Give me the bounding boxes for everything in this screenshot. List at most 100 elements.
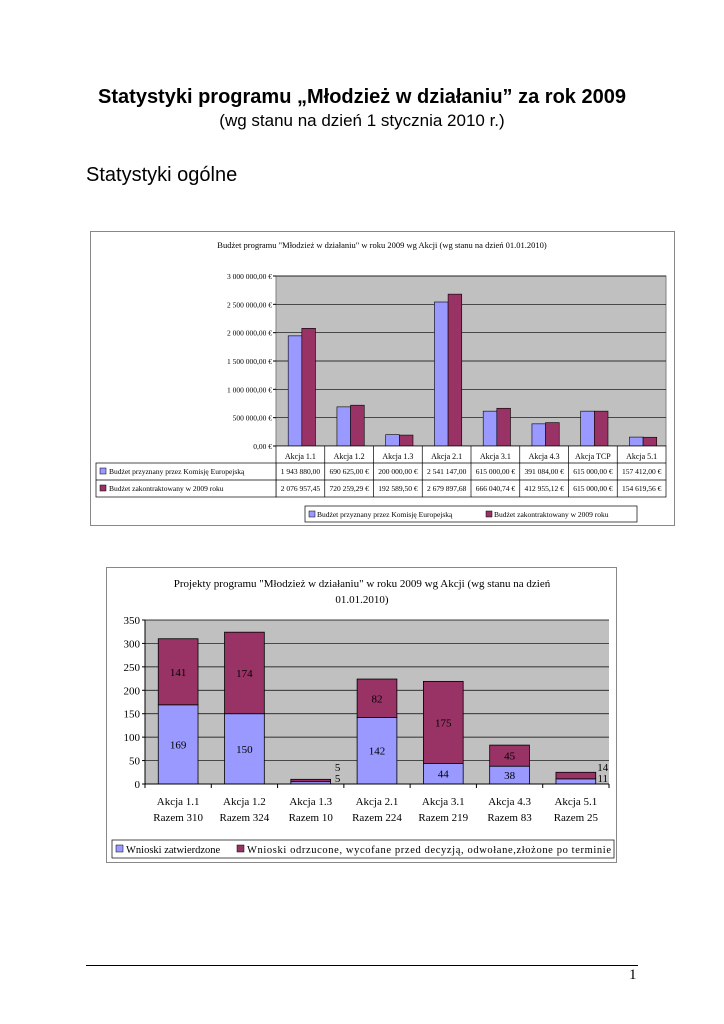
category-label: Razem 25 [554, 812, 599, 824]
data-label: 169 [170, 739, 187, 751]
legend [304, 505, 638, 523]
table-cell: 391 084,00 € [524, 467, 564, 476]
table-cell: 690 625,00 € [329, 467, 369, 476]
data-label: 44 [438, 769, 450, 781]
bar-segment [157, 638, 199, 706]
table-cell: 615 000,00 € [573, 467, 613, 476]
y-tick-label: 1 000 000,00 € [227, 385, 272, 394]
category-label: Akcja 1.1 [285, 452, 316, 461]
table-series-label: Budżet przyznany przez Komisję Europejsk… [109, 467, 245, 476]
section-heading: Statystyki ogólne [86, 164, 238, 186]
table-cell: 154 619,56 € [622, 484, 662, 493]
data-label: 174 [236, 668, 253, 680]
category-label: Akcja 1.3 [289, 796, 332, 808]
category-label: Akcja 5.1 [626, 452, 657, 461]
data-label: 45 [504, 751, 516, 763]
category-label: Akcja 1.2 [223, 796, 266, 808]
y-tick-label: 500 000,00 € [233, 414, 273, 423]
category-label: Razem 219 [418, 812, 468, 824]
category-label: Akcja 2.1 [431, 452, 462, 461]
table-cell: 666 040,74 € [476, 484, 516, 493]
category-label: Akcja 3.1 [480, 452, 511, 461]
data-label: 175 [435, 717, 452, 729]
legend-label: Wnioski odrzucone, wycofane przed decyzj… [247, 845, 611, 856]
y-tick-label: 0,00 € [253, 442, 272, 451]
data-label: 5 [335, 773, 341, 785]
y-tick-label: 200 [124, 685, 141, 697]
bar-segment [356, 717, 398, 785]
legend-key [99, 484, 107, 492]
data-label: 142 [369, 746, 386, 758]
legend-key [115, 844, 124, 853]
category-label: Akcja 4.3 [488, 796, 531, 808]
category-label: Razem 324 [220, 812, 270, 824]
data-label: 150 [236, 744, 253, 756]
y-tick-label: 3 000 000,00 € [227, 272, 272, 281]
table-cell: 412 955,12 € [524, 484, 564, 493]
y-tick-label: 2 000 000,00 € [227, 329, 272, 338]
legend-key [236, 844, 245, 853]
category-label: Akcja 3.1 [422, 796, 465, 808]
legend-label: Budżet przyznany przez Komisję Europejsk… [317, 510, 453, 519]
bar-segment [356, 678, 398, 718]
data-label: 5 [335, 762, 341, 774]
bar-segment [422, 680, 464, 764]
chart-title: Projekty programu "Młodzież w działaniu"… [174, 578, 551, 590]
table-cell: 2 541 147,00 [427, 467, 467, 476]
y-tick-label: 2 500 000,00 € [227, 300, 272, 309]
legend [111, 839, 615, 859]
y-tick-label: 50 [129, 756, 141, 768]
legend-key [99, 467, 107, 475]
bar-segment [555, 778, 597, 785]
bar-segment [290, 778, 332, 783]
y-tick-label: 150 [124, 709, 141, 721]
data-label: 38 [504, 770, 516, 782]
table-cell: 615 000,00 € [573, 484, 613, 493]
category-label: Akcja 5.1 [554, 796, 597, 808]
category-label: Akcja 1.1 [157, 796, 200, 808]
table-series-label: Budżet zakontraktowany w 2009 roku [109, 484, 224, 493]
table-cell: 720 259,29 € [329, 484, 369, 493]
y-tick-label: 0 [135, 779, 141, 791]
data-label: 11 [597, 773, 608, 785]
table-cell: 192 589,50 € [378, 484, 418, 493]
data-label: 141 [170, 667, 187, 679]
bar-segment [224, 631, 265, 715]
page-number: 1 [629, 967, 637, 983]
document-title: Statystyki programu „Młodzież w działani… [98, 86, 626, 108]
category-label: Akcja 1.3 [382, 452, 413, 461]
bar-segment [224, 713, 265, 785]
category-label: Akcja 1.2 [334, 452, 365, 461]
category-label: Razem 224 [352, 812, 402, 824]
table-cell: 2 679 897,68 [427, 484, 467, 493]
category-label: Razem 10 [289, 812, 334, 824]
y-tick-label: 100 [124, 732, 141, 744]
legend-key [308, 510, 316, 518]
bar-segment [555, 771, 597, 780]
table-cell: 615 000,00 € [476, 467, 516, 476]
category-label: Akcja 4.3 [529, 452, 560, 461]
data-label: 82 [372, 693, 383, 705]
bar-segment [489, 744, 530, 767]
category-label: Razem 83 [487, 812, 532, 824]
footer-divider [86, 965, 638, 966]
table-cell: 2 076 957,45 [281, 484, 321, 493]
y-tick-label: 1 500 000,00 € [227, 357, 272, 366]
chart-title: Budżet programu "Młodzież w działaniu" w… [217, 240, 547, 250]
y-tick-label: 300 [124, 638, 141, 650]
category-label: Akcja TCP [575, 452, 611, 461]
table-cell: 157 412,00 € [622, 467, 662, 476]
category-label: Akcja 2.1 [356, 796, 399, 808]
y-tick-label: 250 [124, 662, 141, 674]
data-label: 14 [597, 762, 609, 774]
document-subtitle: (wg stanu na dzień 1 stycznia 2010 r.) [219, 111, 505, 130]
chart-title: 01.01.2010) [335, 594, 389, 606]
legend-label: Wnioski zatwierdzone [126, 845, 221, 856]
y-tick-label: 350 [124, 615, 141, 627]
table-cell: 1 943 880,00 [281, 467, 321, 476]
category-label: Razem 310 [153, 812, 203, 824]
legend-key [485, 510, 493, 518]
